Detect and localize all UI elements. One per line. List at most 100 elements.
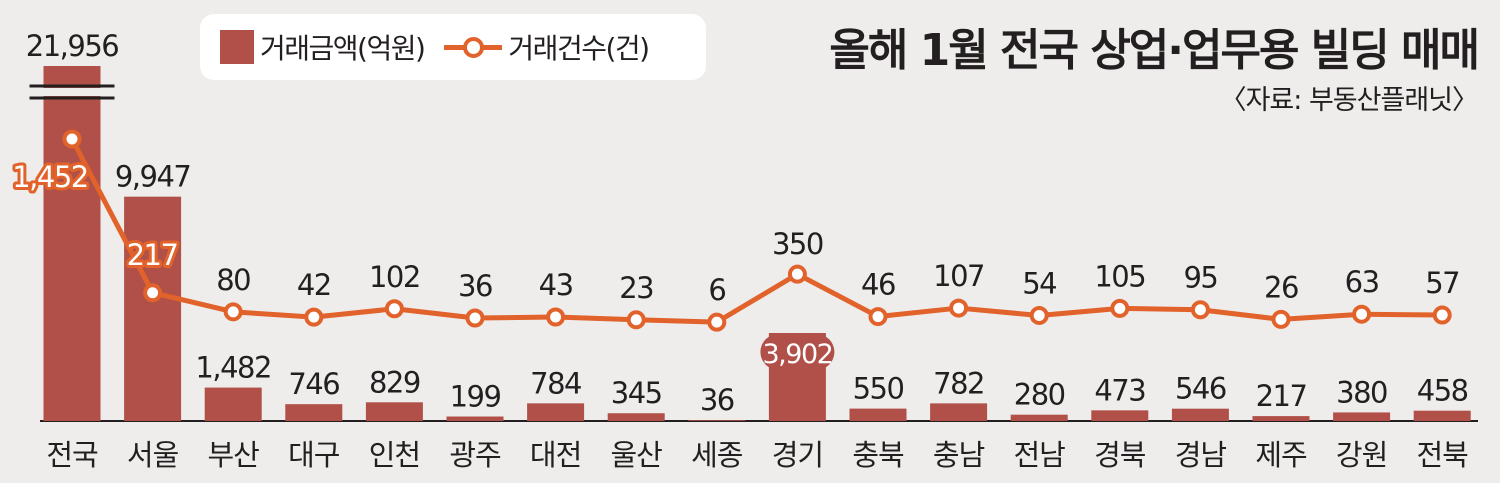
bar-value-부산: 1,482 <box>195 351 271 385</box>
bar-충남 <box>930 403 988 421</box>
bar-value-전남: 280 <box>1014 378 1065 412</box>
x-tick-label-대전: 대전 <box>530 438 581 472</box>
bar-대전 <box>527 403 585 421</box>
line-value-대구: 42 <box>297 268 331 302</box>
line-point-경북 <box>1110 298 1130 318</box>
bar-value-경북: 473 <box>1094 373 1145 407</box>
bar-대구 <box>285 404 343 421</box>
line-point-전국 <box>62 129 82 149</box>
line-value-충북: 46 <box>861 268 895 302</box>
line-value-제주: 26 <box>1264 270 1298 304</box>
bar-value-강원: 380 <box>1336 375 1387 409</box>
x-tick-label-전국: 전국 <box>46 438 98 472</box>
line-value-전북: 57 <box>1425 266 1459 300</box>
line-value-세종: 6 <box>708 273 725 307</box>
line-value-전남: 54 <box>1022 266 1056 300</box>
bar-value-전북: 458 <box>1417 374 1468 408</box>
line-point-세종 <box>707 312 727 332</box>
line-point-제주 <box>1271 309 1291 329</box>
bar-강원 <box>1333 412 1391 421</box>
line-value-전국: 1,452 <box>12 160 88 194</box>
x-tick-label-대구: 대구 <box>288 438 340 472</box>
x-tick-label-인천: 인천 <box>369 438 420 472</box>
bar-세종 <box>688 420 746 421</box>
chart-title: 올해 1월 전국 상업·업무용 빌딩 매매 <box>829 25 1480 76</box>
line-point-충북 <box>868 307 888 327</box>
line-value-울산: 23 <box>619 271 653 305</box>
line-series-path <box>69 137 1443 325</box>
bar-value-대전: 784 <box>530 366 581 400</box>
bar-제주 <box>1252 416 1310 421</box>
bar-인천 <box>365 402 423 421</box>
line-point-경기 <box>787 264 807 284</box>
bar-경북 <box>1091 410 1149 421</box>
line-point-전남 <box>1029 305 1049 325</box>
legend-bar-swatch <box>220 30 254 64</box>
bar-전북 <box>1413 410 1471 421</box>
line-point-경남 <box>1190 300 1210 320</box>
line-value-강원: 63 <box>1345 265 1379 299</box>
chart-source: 〈자료: 부동산플래닛〉 <box>1219 85 1479 116</box>
bar-value-울산: 345 <box>611 376 662 410</box>
x-tick-label-전남: 전남 <box>1014 438 1066 472</box>
x-tick-label-강원: 강원 <box>1336 438 1387 472</box>
bar-value-세종: 36 <box>700 383 734 417</box>
line-point-대전 <box>546 307 566 327</box>
legend-line-swatch <box>444 34 503 60</box>
line-point-대구 <box>304 307 324 327</box>
legend: 거래금액(억원) 거래건수(건) <box>200 14 706 80</box>
line-value-광주: 36 <box>458 269 492 303</box>
bar-value-인천: 829 <box>369 365 420 399</box>
line-value-충남: 107 <box>933 259 984 293</box>
line-value-부산: 80 <box>216 263 250 297</box>
line-value-인천: 102 <box>369 260 420 294</box>
bar-충북 <box>849 408 907 421</box>
line-point-울산 <box>626 310 646 330</box>
bar-value-충남: 782 <box>933 366 984 400</box>
x-tick-label-울산: 울산 <box>611 438 663 472</box>
bar-전남 <box>1010 414 1068 421</box>
x-tick-label-전북: 전북 <box>1417 438 1469 472</box>
x-tick-label-제주: 제주 <box>1255 438 1307 472</box>
bar-광주 <box>446 416 504 421</box>
bar-전국 <box>43 66 101 421</box>
legend-line-label: 거래건수(건) <box>508 32 650 65</box>
line-value-경북: 105 <box>1094 259 1145 293</box>
bar-부산 <box>204 387 262 421</box>
x-tick-label-광주: 광주 <box>449 438 501 472</box>
bar-value-경남: 546 <box>1175 372 1226 406</box>
bar-value-제주: 217 <box>1256 379 1307 413</box>
line-point-광주 <box>465 308 485 328</box>
x-tick-label-부산: 부산 <box>208 438 260 472</box>
bar-value-대구: 746 <box>288 367 339 401</box>
line-value-경남: 95 <box>1183 261 1217 295</box>
axis-break-gap <box>39 88 105 96</box>
line-value-대전: 43 <box>539 268 573 302</box>
bar-value-충북: 550 <box>853 372 904 406</box>
x-tick-label-충북: 충북 <box>852 438 904 472</box>
line-point-강원 <box>1352 304 1372 324</box>
bar-경남 <box>1171 408 1229 421</box>
bar-label-pill-경기 <box>760 334 835 370</box>
line-value-서울: 217 <box>127 238 178 272</box>
bar-울산 <box>607 413 665 421</box>
line-point-서울 <box>143 283 163 303</box>
x-tick-label-충남: 충남 <box>933 438 985 472</box>
bar-서울 <box>124 196 182 421</box>
bar-value-광주: 199 <box>450 380 501 414</box>
bar-value-전국: 21,956 <box>26 29 119 63</box>
legend-bar-label: 거래금액(억원) <box>260 32 426 65</box>
bar-value-경기: 3,902 <box>763 339 833 370</box>
x-tick-label-경북: 경북 <box>1094 438 1146 472</box>
x-tick-label-경남: 경남 <box>1175 438 1227 472</box>
line-point-인천 <box>384 299 404 319</box>
line-value-경기: 350 <box>772 227 823 261</box>
x-tick-label-세종: 세종 <box>691 438 743 472</box>
line-point-충남 <box>949 298 969 318</box>
bar-value-서울: 9,947 <box>115 160 191 194</box>
x-tick-label-서울: 서울 <box>127 438 179 472</box>
line-point-전북 <box>1432 305 1452 325</box>
line-point-부산 <box>223 302 243 322</box>
x-tick-label-경기: 경기 <box>772 438 823 472</box>
